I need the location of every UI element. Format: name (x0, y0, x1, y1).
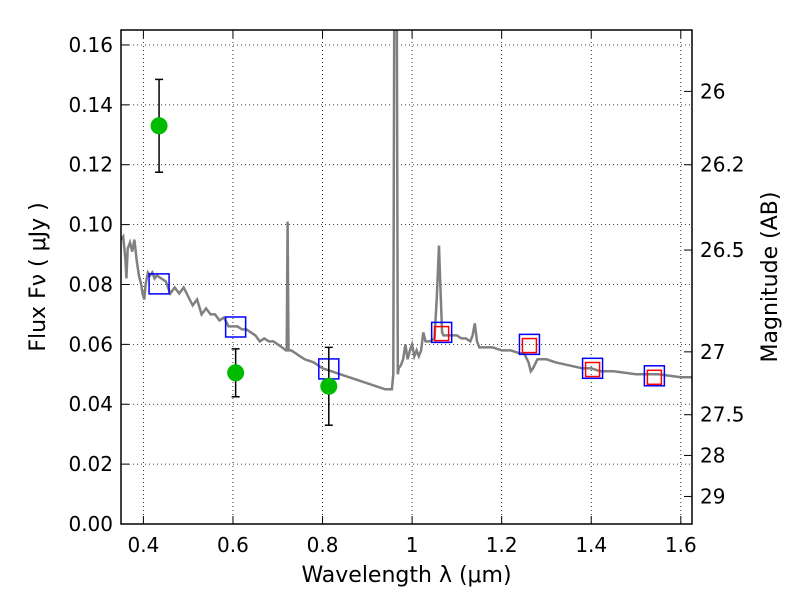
x-tick-label: 1 (406, 533, 419, 557)
y-axis-label: Flux Fν ( μJy ) (26, 202, 51, 351)
y-tick-label: 0.06 (68, 332, 113, 356)
y2-axis-label: Magnitude (AB) (758, 192, 783, 363)
y-tick-label: 0.04 (68, 392, 113, 416)
model-photometry-square (581, 357, 604, 380)
y2-tick-label: 29 (700, 484, 725, 508)
model-photometry-square (518, 333, 541, 356)
model-photometry-square (224, 316, 247, 338)
y-tick-label: 0.02 (68, 452, 113, 476)
x-tick-label: 0.8 (307, 533, 339, 557)
y2-tick-label: 27.5 (700, 403, 745, 427)
y-tick-label: 0.00 (68, 512, 113, 536)
y2-tick-label: 26 (700, 79, 725, 103)
x-tick-label: 1.6 (665, 533, 697, 557)
axis-ticks: 0.4 0.6 0.8 1 1.2 1.4 1.6 0.00 0.02 0.04 0.06 0.08 0… (68, 30, 745, 557)
y2-tick-label: 26.2 (700, 153, 745, 177)
y-tick-label: 0.14 (68, 93, 113, 117)
y2-tick-label: 26.5 (700, 238, 745, 262)
y-tick-label: 0.16 (68, 33, 113, 57)
y-tick-label: 0.10 (68, 213, 113, 237)
y-tick-label: 0.08 (68, 272, 113, 296)
x-tick-label: 1.2 (486, 533, 518, 557)
observed-flux-point (320, 377, 338, 395)
plot-data (121, 30, 692, 426)
x-tick-label: 0.4 (127, 533, 159, 557)
y2-tick-label: 27 (700, 340, 725, 364)
upper-limit-square (646, 369, 663, 386)
upper-limit-square (521, 337, 538, 354)
model-photometry-square (148, 273, 170, 295)
observed-flux-point (150, 117, 168, 135)
x-axis-label: Wavelength λ (μm) (301, 563, 511, 588)
plot-frame (120, 29, 693, 525)
model-photometry-square (643, 365, 666, 387)
upper-limit-square (433, 325, 450, 342)
y-tick-label: 0.12 (68, 153, 113, 177)
sed-model-line (121, 30, 692, 391)
x-tick-label: 0.6 (217, 533, 249, 557)
y2-tick-label: 28 (700, 443, 725, 467)
x-tick-label: 1.4 (575, 533, 607, 557)
model-photometry-square (430, 321, 453, 344)
grid (121, 30, 692, 525)
upper-limit-square (584, 361, 601, 378)
observed-flux-point (227, 364, 245, 382)
